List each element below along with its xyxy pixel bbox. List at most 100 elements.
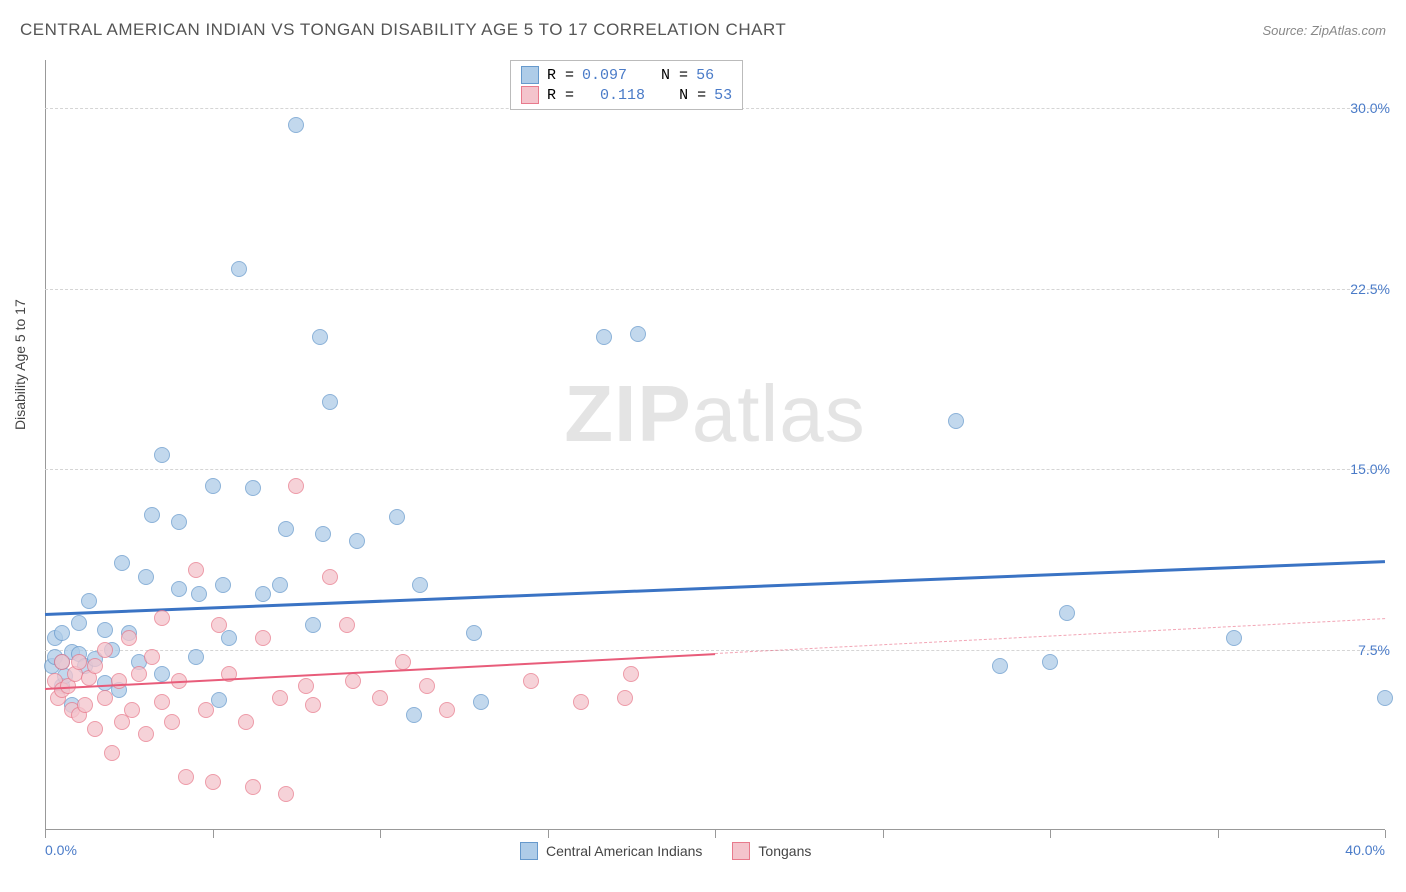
scatter-point (992, 658, 1008, 674)
legend-swatch-2 (732, 842, 750, 860)
scatter-point (245, 480, 261, 496)
scatter-point (1059, 605, 1075, 621)
gridline (45, 289, 1385, 290)
chart-plot-area: ZIPatlas 7.5%15.0%22.5%30.0% R = 0.097 N… (45, 60, 1385, 830)
scatter-point (305, 617, 321, 633)
source-label: Source: ZipAtlas.com (1262, 23, 1386, 38)
scatter-point (215, 577, 231, 593)
stats-legend-row-1: R = 0.097 N = 56 (521, 65, 732, 85)
scatter-point (322, 394, 338, 410)
scatter-point (389, 509, 405, 525)
scatter-point (623, 666, 639, 682)
y-tick-label: 22.5% (1350, 281, 1390, 297)
trend-line (45, 561, 1385, 616)
stats-legend: R = 0.097 N = 56 R = 0.118 N = 53 (510, 60, 743, 110)
r-value-2: 0.118 (582, 87, 645, 104)
scatter-point (315, 526, 331, 542)
scatter-point (81, 593, 97, 609)
scatter-point (345, 673, 361, 689)
scatter-point (154, 610, 170, 626)
scatter-point (71, 654, 87, 670)
scatter-point (1226, 630, 1242, 646)
x-tick (380, 830, 381, 838)
scatter-point (305, 697, 321, 713)
y-axis-label: Disability Age 5 to 17 (12, 299, 28, 430)
x-tick (883, 830, 884, 838)
x-axis-max-label: 40.0% (1345, 842, 1385, 858)
scatter-point (439, 702, 455, 718)
r-value-1: 0.097 (582, 67, 627, 84)
scatter-point (198, 702, 214, 718)
x-tick (1050, 830, 1051, 838)
y-tick-label: 7.5% (1358, 642, 1390, 658)
n-value-2: 53 (714, 87, 732, 104)
scatter-point (298, 678, 314, 694)
gridline (45, 469, 1385, 470)
scatter-point (272, 690, 288, 706)
scatter-point (231, 261, 247, 277)
scatter-point (395, 654, 411, 670)
scatter-point (205, 774, 221, 790)
scatter-point (255, 630, 271, 646)
scatter-point (523, 673, 539, 689)
scatter-point (339, 617, 355, 633)
scatter-point (154, 447, 170, 463)
scatter-point (211, 692, 227, 708)
scatter-point (144, 649, 160, 665)
legend-label-2: Tongans (758, 843, 811, 859)
scatter-point (596, 329, 612, 345)
scatter-point (473, 694, 489, 710)
scatter-point (205, 478, 221, 494)
x-tick (213, 830, 214, 838)
legend-item-1: Central American Indians (520, 842, 702, 860)
x-tick (715, 830, 716, 838)
scatter-point (138, 726, 154, 742)
scatter-point (406, 707, 422, 723)
scatter-point (71, 615, 87, 631)
scatter-point (124, 702, 140, 718)
scatter-point (419, 678, 435, 694)
x-tick (1385, 830, 1386, 838)
scatter-point (144, 507, 160, 523)
scatter-point (87, 721, 103, 737)
scatter-point (171, 581, 187, 597)
y-tick-label: 30.0% (1350, 100, 1390, 116)
gridline (45, 650, 1385, 651)
y-axis-line (45, 60, 46, 830)
scatter-point (211, 617, 227, 633)
scatter-point (245, 779, 261, 795)
scatter-point (630, 326, 646, 342)
scatter-point (1042, 654, 1058, 670)
scatter-point (372, 690, 388, 706)
scatter-point (948, 413, 964, 429)
scatter-point (278, 521, 294, 537)
swatch-series-2 (521, 86, 539, 104)
scatter-point (272, 577, 288, 593)
scatter-point (54, 625, 70, 641)
scatter-point (104, 745, 120, 761)
scatter-point (97, 622, 113, 638)
scatter-point (617, 690, 633, 706)
legend-swatch-1 (520, 842, 538, 860)
scatter-point (114, 555, 130, 571)
legend-item-2: Tongans (732, 842, 811, 860)
scatter-point (154, 694, 170, 710)
scatter-point (1377, 690, 1393, 706)
scatter-point (87, 658, 103, 674)
scatter-point (121, 630, 137, 646)
scatter-point (191, 586, 207, 602)
n-value-1: 56 (696, 67, 714, 84)
scatter-point (178, 769, 194, 785)
scatter-point (97, 642, 113, 658)
scatter-point (238, 714, 254, 730)
scatter-point (188, 562, 204, 578)
x-tick (1218, 830, 1219, 838)
legend-label-1: Central American Indians (546, 843, 702, 859)
scatter-point (349, 533, 365, 549)
scatter-point (164, 714, 180, 730)
header: CENTRAL AMERICAN INDIAN VS TONGAN DISABI… (20, 20, 1386, 40)
x-axis-min-label: 0.0% (45, 842, 77, 858)
x-tick (45, 830, 46, 838)
scatter-point (77, 697, 93, 713)
scatter-point (188, 649, 204, 665)
